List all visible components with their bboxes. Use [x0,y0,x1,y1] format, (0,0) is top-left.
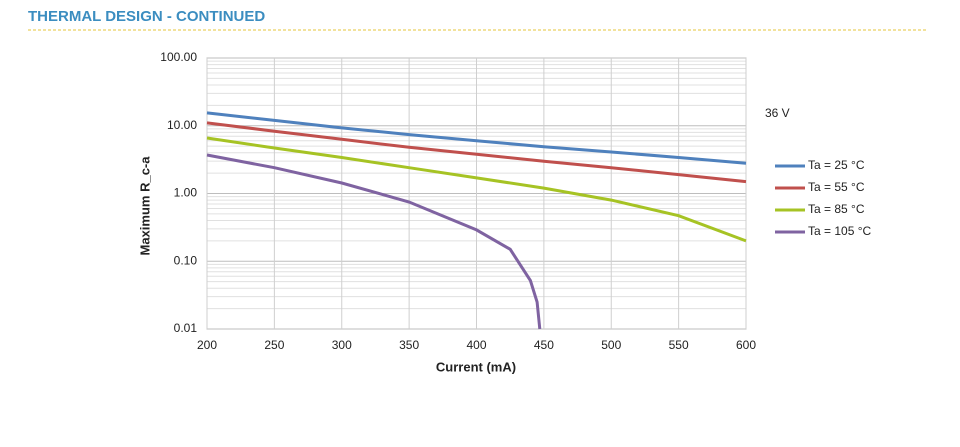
x-tick-label: 450 [534,338,554,352]
x-tick-label: 600 [736,338,756,352]
section-title: THERMAL DESIGN - CONTINUED [28,8,265,25]
series-line [206,136,747,243]
annotation: 36 V [765,106,790,120]
x-tick-label: 350 [399,338,419,352]
x-tick-label: 300 [332,338,352,352]
y-tick-label: 0.01 [174,321,198,335]
series-line [206,153,542,330]
y-tick-label: 10.00 [167,118,197,132]
x-tick-label: 200 [197,338,217,352]
x-axis-label: Current (mA) [436,359,516,374]
x-tick-label: 400 [466,338,486,352]
series-line [206,111,747,165]
legend-label: Ta = 55 °C [808,180,865,194]
x-tick-label: 250 [264,338,284,352]
y-tick-label: 0.10 [174,253,198,267]
legend-label: Ta = 105 °C [808,224,872,238]
y-tick-label: 100.00 [160,50,197,64]
y-tick-label: 1.00 [174,186,198,200]
legend-label: Ta = 85 °C [808,202,865,216]
y-axis-label: Maximum R_c-a [137,156,152,256]
legend-label: Ta = 25 °C [808,158,865,172]
series-line [206,121,747,184]
x-tick-label: 550 [669,338,689,352]
x-tick-label: 500 [601,338,621,352]
